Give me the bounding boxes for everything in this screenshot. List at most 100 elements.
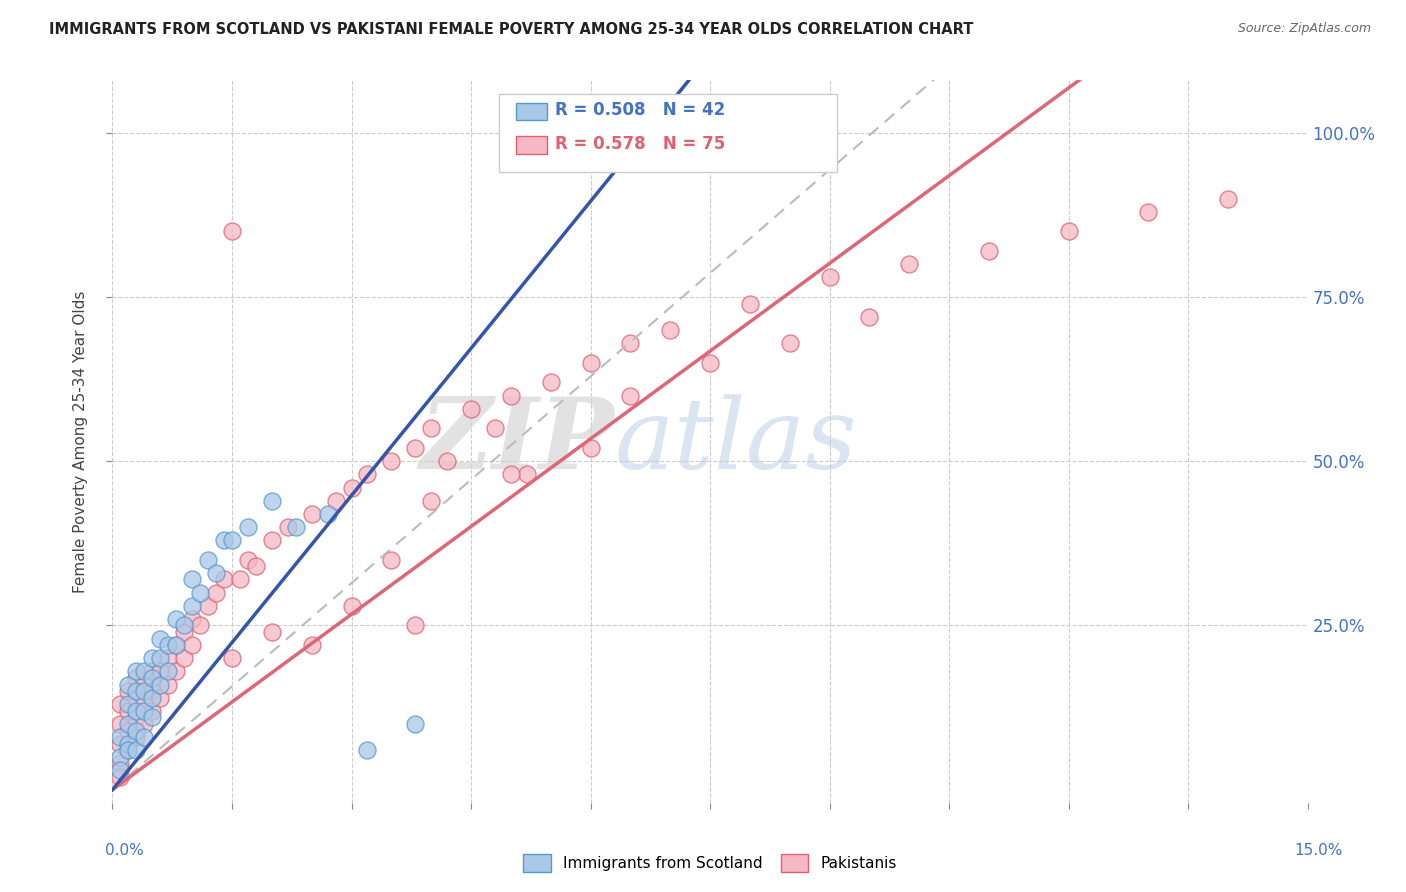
- Point: [110, 763, 132, 777]
- Point: [134, 730, 156, 744]
- Point: [134, 698, 156, 712]
- Point: [117, 743, 139, 757]
- Point: [141, 704, 163, 718]
- Point: [110, 730, 132, 744]
- Point: [149, 665, 172, 679]
- Point: [260, 625, 283, 640]
- Point: [340, 599, 363, 613]
- Point: [165, 612, 187, 626]
- Point: [245, 559, 267, 574]
- Point: [188, 618, 211, 632]
- Point: [301, 507, 323, 521]
- Point: [380, 454, 402, 468]
- Point: [659, 323, 682, 337]
- Point: [420, 421, 443, 435]
- Point: [236, 520, 259, 534]
- Point: [197, 599, 219, 613]
- Point: [284, 520, 307, 534]
- Point: [221, 224, 243, 238]
- Point: [181, 599, 204, 613]
- Point: [149, 632, 172, 646]
- Point: [316, 507, 339, 521]
- Point: [380, 553, 402, 567]
- Point: [125, 684, 148, 698]
- Point: [157, 677, 180, 691]
- Point: [420, 493, 443, 508]
- Point: [197, 553, 219, 567]
- Point: [356, 743, 378, 757]
- Point: [499, 388, 522, 402]
- Point: [117, 723, 139, 738]
- Point: [619, 336, 641, 351]
- Point: [157, 638, 180, 652]
- Point: [818, 270, 841, 285]
- Point: [460, 401, 482, 416]
- Point: [858, 310, 880, 324]
- Text: 0.0%: 0.0%: [105, 843, 145, 858]
- Point: [125, 723, 148, 738]
- Point: [779, 336, 801, 351]
- Point: [141, 690, 163, 705]
- Point: [898, 257, 921, 271]
- Text: atlas: atlas: [614, 394, 858, 489]
- Point: [125, 704, 148, 718]
- Point: [134, 665, 156, 679]
- Point: [157, 665, 180, 679]
- Point: [260, 493, 283, 508]
- Point: [356, 467, 378, 482]
- Point: [173, 625, 195, 640]
- Point: [141, 671, 163, 685]
- Point: [436, 454, 458, 468]
- Point: [404, 717, 426, 731]
- Point: [149, 651, 172, 665]
- Point: [149, 677, 172, 691]
- Point: [579, 441, 602, 455]
- Text: IMMIGRANTS FROM SCOTLAND VS PAKISTANI FEMALE POVERTY AMONG 25-34 YEAR OLDS CORRE: IMMIGRANTS FROM SCOTLAND VS PAKISTANI FE…: [49, 22, 973, 37]
- Point: [141, 665, 163, 679]
- Point: [117, 698, 139, 712]
- Point: [125, 690, 148, 705]
- Point: [977, 244, 1000, 258]
- Point: [212, 533, 235, 547]
- Point: [134, 684, 156, 698]
- Point: [134, 717, 156, 731]
- Point: [484, 421, 506, 435]
- Point: [110, 737, 132, 751]
- Point: [165, 665, 187, 679]
- Point: [110, 698, 132, 712]
- Point: [157, 651, 180, 665]
- Point: [165, 638, 187, 652]
- Y-axis label: Female Poverty Among 25-34 Year Olds: Female Poverty Among 25-34 Year Olds: [73, 291, 89, 592]
- Point: [181, 612, 204, 626]
- Point: [165, 638, 187, 652]
- Point: [149, 690, 172, 705]
- Point: [699, 356, 721, 370]
- Point: [110, 770, 132, 784]
- Point: [117, 717, 139, 731]
- Point: [205, 566, 228, 580]
- Point: [229, 573, 252, 587]
- Point: [125, 743, 148, 757]
- Point: [117, 677, 139, 691]
- Point: [188, 585, 211, 599]
- Point: [1137, 204, 1160, 219]
- Point: [173, 618, 195, 632]
- Point: [110, 756, 132, 771]
- Point: [738, 296, 761, 310]
- Point: [325, 493, 347, 508]
- Point: [117, 684, 139, 698]
- Point: [260, 533, 283, 547]
- Text: Source: ZipAtlas.com: Source: ZipAtlas.com: [1237, 22, 1371, 36]
- Point: [516, 467, 538, 482]
- Point: [340, 481, 363, 495]
- Point: [125, 665, 148, 679]
- Point: [117, 737, 139, 751]
- Point: [205, 585, 228, 599]
- Text: R = 0.508   N = 42: R = 0.508 N = 42: [555, 101, 725, 119]
- Point: [110, 749, 132, 764]
- Point: [277, 520, 299, 534]
- Text: 15.0%: 15.0%: [1295, 843, 1343, 858]
- Text: ZIP: ZIP: [419, 393, 614, 490]
- Point: [181, 573, 204, 587]
- Point: [221, 533, 243, 547]
